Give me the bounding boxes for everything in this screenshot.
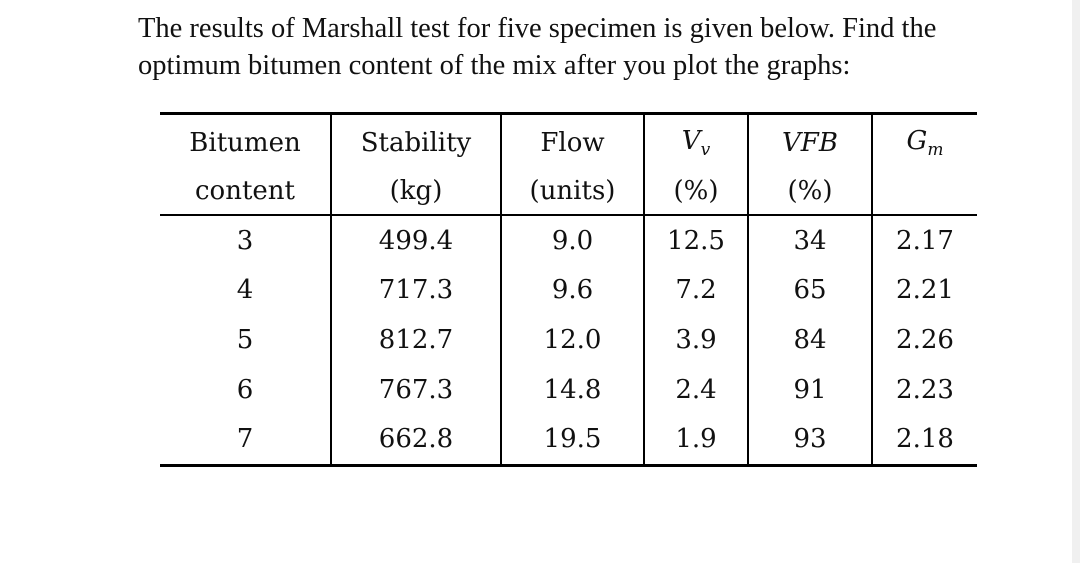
header-vv-unit: (%) — [643, 167, 748, 216]
cell-stability: 812.7 — [330, 315, 501, 365]
cell-gm: 2.17 — [871, 215, 977, 266]
cell-stability: 662.8 — [330, 414, 501, 466]
table-row: 3 499.4 9.0 12.5 34 2.17 — [160, 215, 977, 266]
header-vfb: VFB — [747, 113, 872, 167]
cell-vv: 2.4 — [643, 364, 748, 415]
table-header-row-2: content (kg) (units) (%) (%) — [160, 167, 977, 216]
question-line-1: The results of Marshall test for five sp… — [138, 13, 937, 44]
vv-symbol: Vv — [681, 125, 710, 160]
cell-stability: 767.3 — [330, 364, 501, 415]
cell-stability: 717.3 — [330, 265, 501, 316]
cell-vv: 7.2 — [643, 265, 748, 316]
cell-stability: 499.4 — [330, 215, 501, 266]
page-edge-strip — [1072, 0, 1080, 563]
header-stability-unit: (kg) — [330, 167, 501, 216]
cell-bitumen: 4 — [236, 275, 254, 306]
cell-bitumen: 7 — [236, 424, 254, 455]
header-flow-unit: (units) — [500, 167, 644, 216]
cell-flow: 12.0 — [500, 315, 644, 365]
header-gm-unit — [871, 167, 977, 216]
header-stability: Stability — [330, 113, 501, 167]
cell-vfb: 84 — [747, 315, 872, 365]
gm-symbol: Gm — [906, 125, 944, 160]
cell-vfb: 65 — [747, 265, 872, 316]
table-row: 4 717.3 9.6 7.2 65 2.21 — [160, 265, 977, 316]
vv-subscript: v — [700, 140, 711, 161]
cell-vfb: 93 — [747, 414, 872, 466]
gm-letter: G — [906, 125, 928, 156]
question-line-2: optimum bitumen content of the mix after… — [138, 50, 851, 81]
header-bitumen: Bitumen — [189, 128, 301, 158]
cell-vv: 3.9 — [643, 315, 748, 365]
cell-flow: 14.8 — [500, 364, 644, 415]
cell-flow: 19.5 — [500, 414, 644, 466]
table-row: 5 812.7 12.0 3.9 84 2.26 — [160, 315, 977, 365]
cell-vfb: 34 — [747, 215, 872, 266]
cell-gm: 2.23 — [871, 364, 977, 415]
cell-gm: 2.26 — [871, 315, 977, 365]
header-content: content — [160, 167, 331, 216]
cell-vfb: 91 — [747, 364, 872, 415]
cell-flow: 9.6 — [500, 265, 644, 316]
cell-gm: 2.18 — [871, 414, 977, 466]
table-row: 6 767.3 14.8 2.4 91 2.23 — [160, 364, 977, 415]
marshall-results-table-container: Bitumen Stability Flow Vv VFB Gm content… — [160, 112, 977, 467]
table-header-row-1: Bitumen Stability Flow Vv VFB Gm — [160, 113, 977, 167]
cell-vv: 1.9 — [643, 414, 748, 466]
vv-letter: V — [681, 125, 701, 156]
table-row: 7 662.8 19.5 1.9 93 2.18 — [160, 414, 977, 466]
marshall-results-table: Bitumen Stability Flow Vv VFB Gm content… — [160, 112, 977, 467]
header-vfb-unit: (%) — [747, 167, 872, 216]
cell-bitumen: 5 — [236, 324, 254, 355]
header-gm: Gm — [871, 113, 977, 167]
question-text: The results of Marshall test for five sp… — [138, 10, 1038, 84]
cell-bitumen: 6 — [236, 374, 254, 405]
header-vv: Vv — [643, 113, 748, 167]
cell-bitumen: 3 — [236, 225, 254, 256]
cell-flow: 9.0 — [500, 215, 644, 266]
cell-gm: 2.21 — [871, 265, 977, 316]
header-flow: Flow — [500, 113, 644, 167]
gm-subscript: m — [927, 140, 944, 161]
cell-vv: 12.5 — [643, 215, 748, 266]
